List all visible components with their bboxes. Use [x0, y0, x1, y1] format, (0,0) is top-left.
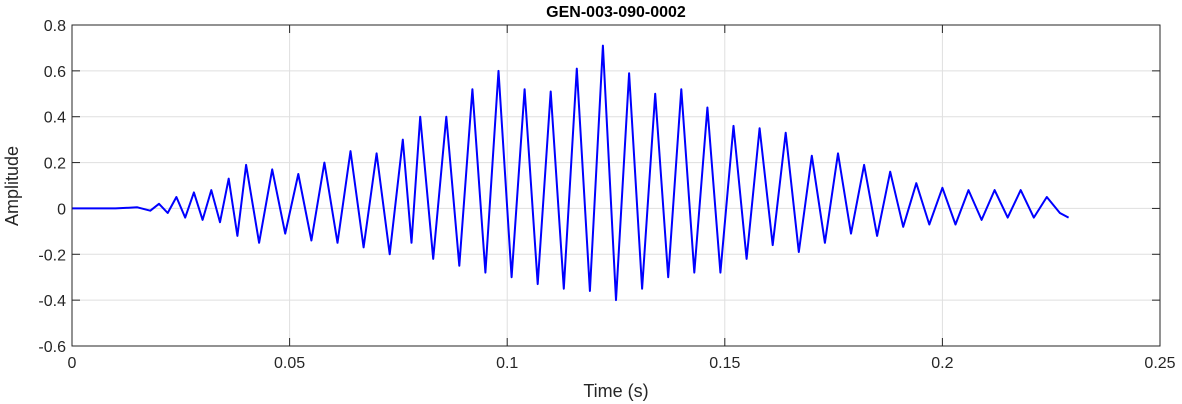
x-tick-label: 0.2 — [931, 355, 953, 372]
chart-title: GEN-003-090-0002 — [546, 4, 686, 21]
y-axis-label: Amplitude — [2, 146, 22, 226]
series-line — [72, 44, 1070, 302]
x-tick-label: 0.05 — [274, 355, 305, 372]
y-tick-label: 0.4 — [44, 110, 66, 127]
y-tick-label: -0.4 — [38, 293, 66, 310]
y-tick-label: -0.6 — [38, 339, 66, 356]
x-tick-label: 0 — [68, 355, 77, 372]
y-axis-ticks: -0.6 -0.4 -0.2 0 0.2 0.4 0.6 0.8 — [38, 18, 1160, 356]
y-tick-label: 0 — [57, 201, 66, 218]
y-tick-label: 0.6 — [44, 64, 66, 81]
plot-area-frame — [71, 24, 1161, 347]
x-tick-label: 0.15 — [709, 355, 740, 372]
x-tick-label: 0.1 — [496, 355, 518, 372]
y-tick-label: 0.2 — [44, 156, 66, 173]
y-tick-label: 0.8 — [44, 18, 66, 35]
x-tick-label: 0.25 — [1144, 355, 1175, 372]
x-axis-ticks: 0 0.05 0.1 0.15 0.2 0.25 — [68, 25, 1176, 372]
y-tick-label: -0.2 — [38, 247, 66, 264]
x-axis-label: Time (s) — [583, 381, 648, 401]
